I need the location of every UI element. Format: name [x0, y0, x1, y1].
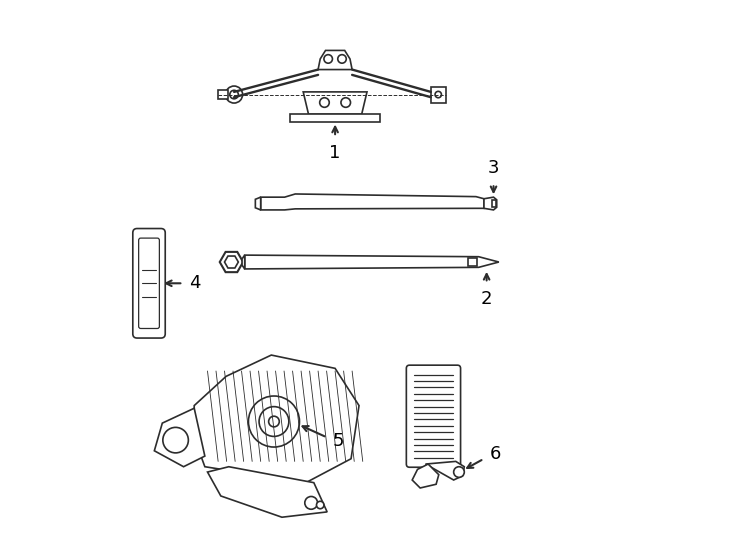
- Polygon shape: [244, 255, 499, 269]
- Polygon shape: [242, 255, 244, 269]
- Polygon shape: [413, 464, 439, 488]
- Text: 4: 4: [189, 274, 200, 292]
- Text: 1: 1: [330, 144, 341, 162]
- Circle shape: [454, 467, 465, 477]
- Circle shape: [259, 407, 289, 436]
- Circle shape: [341, 98, 351, 107]
- FancyBboxPatch shape: [133, 228, 165, 338]
- Polygon shape: [195, 355, 359, 483]
- Circle shape: [305, 496, 318, 509]
- Polygon shape: [225, 256, 239, 268]
- Circle shape: [338, 55, 346, 63]
- Circle shape: [248, 396, 299, 447]
- Text: 2: 2: [481, 289, 493, 308]
- Circle shape: [316, 501, 324, 509]
- Circle shape: [435, 91, 441, 98]
- Circle shape: [269, 416, 279, 427]
- Polygon shape: [426, 461, 465, 480]
- Text: 6: 6: [490, 446, 501, 463]
- Polygon shape: [218, 90, 228, 99]
- Circle shape: [324, 55, 333, 63]
- Polygon shape: [290, 114, 380, 122]
- Polygon shape: [484, 197, 497, 210]
- Polygon shape: [431, 86, 446, 103]
- Polygon shape: [208, 467, 327, 517]
- Bar: [468, 258, 476, 266]
- Polygon shape: [255, 197, 261, 210]
- FancyBboxPatch shape: [407, 365, 460, 467]
- Circle shape: [163, 427, 189, 453]
- Circle shape: [225, 86, 243, 103]
- Circle shape: [230, 90, 239, 99]
- Bar: [492, 200, 495, 207]
- Polygon shape: [318, 50, 352, 70]
- Polygon shape: [154, 408, 205, 467]
- Text: 5: 5: [333, 432, 344, 450]
- Polygon shape: [303, 92, 367, 114]
- Polygon shape: [261, 194, 484, 210]
- FancyBboxPatch shape: [139, 238, 159, 328]
- Polygon shape: [219, 252, 243, 272]
- Circle shape: [320, 98, 330, 107]
- Text: 3: 3: [488, 159, 499, 177]
